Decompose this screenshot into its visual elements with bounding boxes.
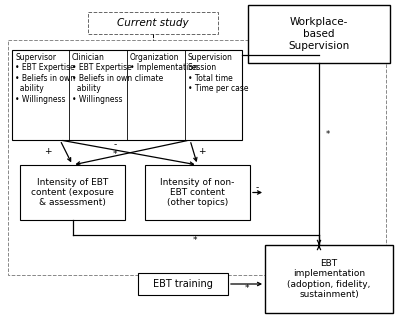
Bar xyxy=(138,273,228,295)
Text: *: * xyxy=(193,236,197,245)
Text: -: - xyxy=(255,183,259,192)
Text: *: * xyxy=(326,131,330,140)
Bar xyxy=(12,50,242,140)
Text: Intensity of EBT
content (exposure
& assessment): Intensity of EBT content (exposure & ass… xyxy=(31,178,114,207)
Text: Supervision
Session
• Total time
• Time per case: Supervision Session • Total time • Time … xyxy=(188,53,248,93)
Text: +: + xyxy=(44,148,52,157)
Text: +: + xyxy=(198,148,206,157)
Text: EBT training: EBT training xyxy=(153,279,213,289)
Bar xyxy=(145,165,250,220)
Text: Intensity of non-
EBT content
(other topics): Intensity of non- EBT content (other top… xyxy=(160,178,235,207)
Bar xyxy=(265,245,393,313)
Bar xyxy=(20,165,125,220)
Text: Organization
• Implementation
  climate: Organization • Implementation climate xyxy=(130,53,198,83)
Text: *: * xyxy=(244,284,249,293)
Bar xyxy=(248,5,390,63)
Text: Workplace-
based
Supervision: Workplace- based Supervision xyxy=(288,17,350,51)
Text: *: * xyxy=(113,151,117,160)
Text: Clinician
• EBT Expertise
• Beliefs in own
  ability
• Willingness: Clinician • EBT Expertise • Beliefs in o… xyxy=(72,53,132,104)
Text: EBT
implementation
(adoption, fidelity,
sustainment): EBT implementation (adoption, fidelity, … xyxy=(287,259,371,299)
Text: -: - xyxy=(113,141,117,150)
Bar xyxy=(8,40,386,275)
Text: Supervisor
• EBT Expertise
• Beliefs in own
  ability
• Willingness: Supervisor • EBT Expertise • Beliefs in … xyxy=(15,53,75,104)
Bar xyxy=(88,12,218,34)
Text: Current study: Current study xyxy=(117,18,189,28)
